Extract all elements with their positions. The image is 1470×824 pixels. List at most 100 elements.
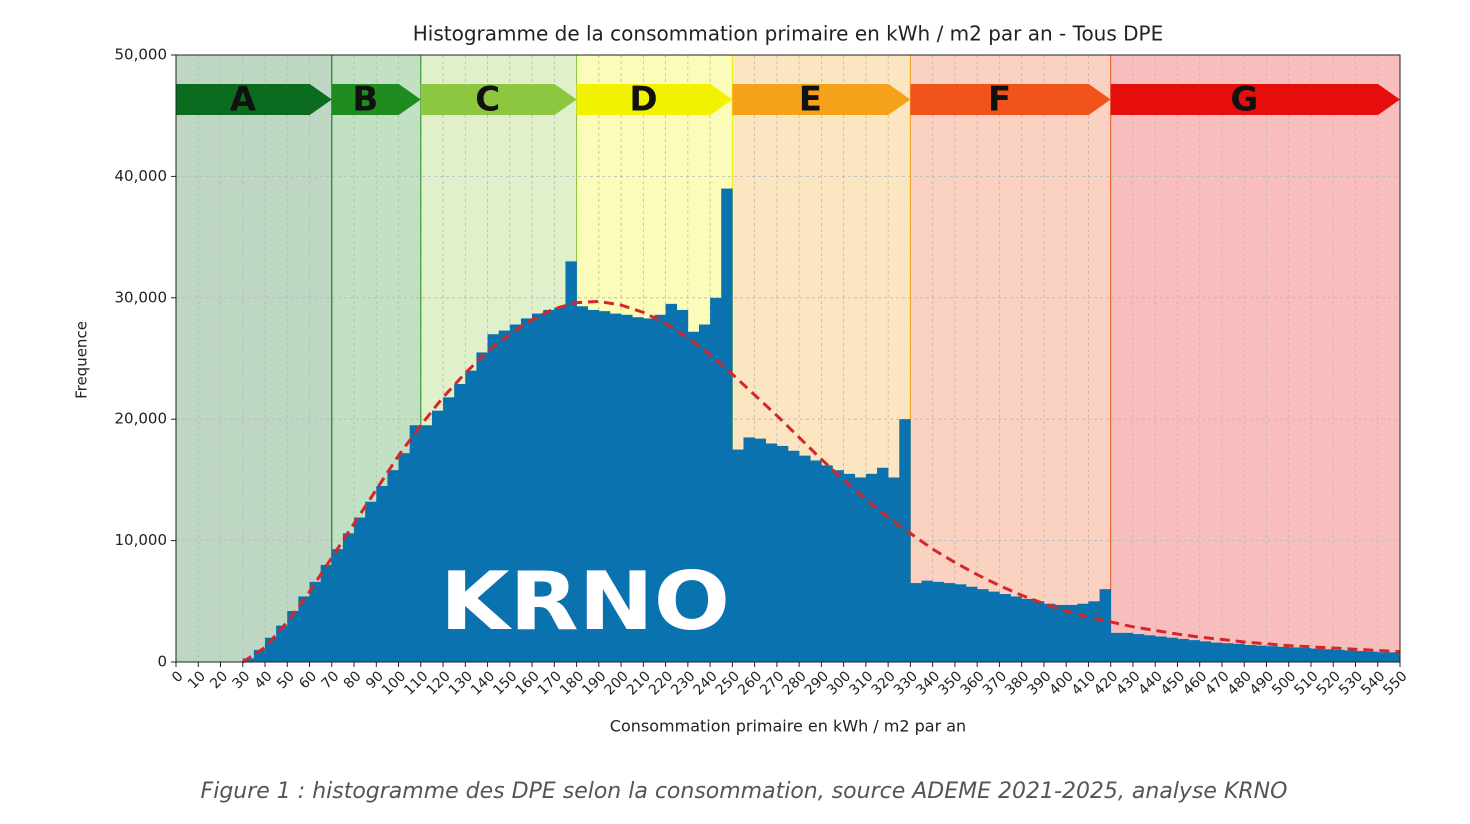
x-tick-label: 0 [169, 668, 187, 686]
histogram-bar [1155, 636, 1167, 662]
histogram-bar [710, 297, 722, 662]
y-tick-label: 10,000 [115, 531, 168, 549]
histogram-bar [532, 313, 544, 662]
histogram-bar [520, 318, 533, 662]
class-band [910, 55, 1111, 662]
histogram-bar [1277, 646, 1290, 662]
histogram-bar [743, 437, 755, 662]
histogram-bar [698, 324, 711, 662]
y-tick-label: 0 [157, 653, 167, 671]
histogram-bar [609, 313, 622, 662]
histogram-bar [1255, 645, 1267, 662]
histogram-bar [665, 303, 678, 662]
histogram-bar [443, 397, 455, 662]
histogram-bar [865, 473, 878, 662]
histogram-bar [376, 485, 388, 662]
histogram-bar [821, 465, 833, 662]
x-axis-label: Consommation primaire en kWh / m2 par an [610, 717, 966, 736]
histogram-bar [1299, 648, 1312, 662]
histogram-bar [1355, 651, 1367, 662]
y-tick-label: 40,000 [115, 167, 168, 185]
histogram-bar [276, 625, 288, 662]
histogram-bar [387, 470, 399, 662]
histogram-bar [854, 477, 867, 662]
histogram-bar [810, 460, 822, 662]
histogram-bar [1288, 647, 1301, 662]
histogram-bar [454, 383, 466, 662]
class-arrow [732, 84, 911, 115]
chart-title: Histogramme de la consommation primaire … [413, 22, 1163, 46]
histogram-bar [1310, 648, 1323, 662]
x-tick-label: 20 [207, 668, 231, 692]
x-tick-label: 60 [296, 668, 320, 692]
x-tick-label: 50 [274, 668, 298, 692]
histogram-bar [888, 477, 900, 662]
histogram-bar [754, 438, 767, 662]
histogram-bar [409, 425, 422, 662]
class-arrow [910, 84, 1111, 115]
x-tick-label: 40 [252, 668, 276, 692]
class-arrow [176, 84, 332, 115]
histogram-bar [554, 307, 566, 662]
histogram-bar [1032, 601, 1045, 662]
histogram-bar [721, 188, 733, 663]
histogram-bar [1199, 641, 1212, 662]
histogram-bar [354, 517, 366, 662]
histogram-bar [832, 470, 844, 662]
histogram-bar [1110, 632, 1123, 662]
histogram-bar [253, 649, 266, 662]
histogram-bar [999, 594, 1011, 662]
x-tick-label: 10 [185, 668, 209, 692]
histogram-bar [587, 309, 600, 662]
histogram-bar [1366, 651, 1379, 662]
class-label: E [799, 80, 822, 120]
class-label: F [988, 80, 1011, 120]
histogram-bar [1132, 634, 1145, 662]
histogram-bar [1233, 643, 1245, 662]
histogram-bar [576, 306, 589, 662]
histogram-bar [1377, 652, 1390, 662]
histogram-bar [498, 330, 511, 662]
histogram-bar [932, 581, 945, 662]
class-arrow [331, 84, 421, 115]
histogram-bar [420, 425, 433, 662]
histogram-bar [1055, 604, 1067, 662]
histogram-bar [1177, 638, 1189, 662]
y-tick-label: 30,000 [115, 288, 168, 306]
histogram-bar [765, 443, 778, 662]
x-tick-label: 80 [341, 668, 365, 692]
y-tick-label: 50,000 [115, 46, 168, 64]
histogram-bar [732, 449, 744, 662]
x-tick-label: 70 [319, 668, 343, 692]
histogram-bar [687, 331, 700, 662]
histogram-bar [320, 564, 333, 662]
y-tick-label: 20,000 [115, 410, 168, 428]
histogram-bar [342, 533, 355, 662]
plot-frame [175, 54, 1401, 663]
x-tick-label: 30 [230, 668, 254, 692]
histogram-bar [1010, 596, 1022, 662]
histogram-bar [476, 352, 488, 662]
y-axis-label: Frequence [73, 321, 91, 399]
histogram-bar [1021, 598, 1034, 662]
fit-curve [241, 299, 1401, 664]
histogram-bar [298, 596, 310, 662]
caption: Figure 1 : histogramme des DPE selon la … [201, 779, 1288, 804]
histogram-bar [1077, 603, 1089, 662]
histogram-bar [509, 324, 522, 662]
histogram-bar [1210, 642, 1223, 662]
histogram-bar [1333, 649, 1345, 662]
histogram-bar [988, 591, 1000, 662]
histogram-bar [654, 314, 666, 662]
histogram-bar [1121, 632, 1134, 662]
histogram-bar [265, 637, 277, 662]
histogram-bar [621, 314, 633, 662]
histogram-bar [543, 309, 555, 662]
histogram-bar [1388, 652, 1401, 662]
histogram-bar [899, 419, 911, 662]
histogram-bar [1166, 637, 1178, 662]
histogram-bar [598, 311, 611, 662]
histogram-bar [943, 583, 956, 662]
histogram-bar [1344, 650, 1356, 662]
